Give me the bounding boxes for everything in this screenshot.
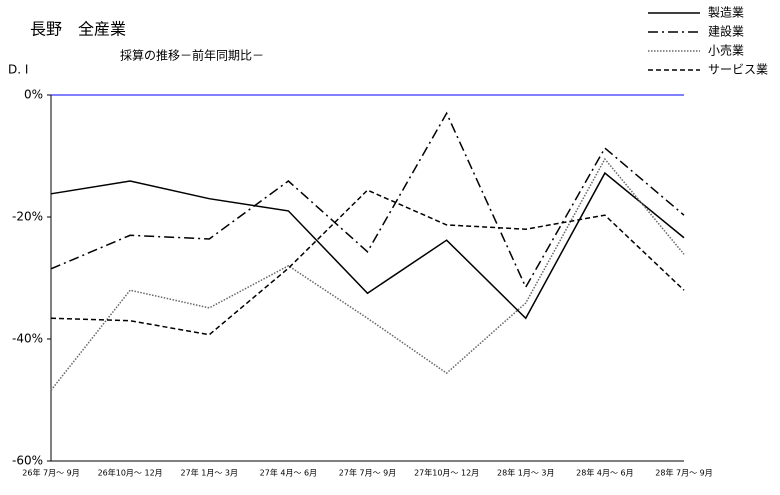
chart-subtitle: 採算の推移－前年同期比－ bbox=[120, 48, 264, 63]
series-line bbox=[50, 189, 685, 336]
chart-title: 長野 全産業 bbox=[30, 20, 126, 39]
legend-label: 建設業 bbox=[708, 24, 744, 39]
x-tick-label: 27年 4月～ 6月 bbox=[260, 468, 317, 478]
x-tick-label: 28年 1月～ 3月 bbox=[497, 468, 554, 478]
series-line bbox=[50, 157, 685, 391]
x-tick-label: 27年 1月～ 3月 bbox=[181, 468, 238, 478]
series-line bbox=[50, 171, 685, 320]
y-tick-label: -20% bbox=[12, 210, 43, 224]
y-tick-label: 0% bbox=[24, 88, 43, 102]
x-tick-label: 26年10月～ 12月 bbox=[98, 468, 163, 478]
x-tick-label: 28年 4月～ 6月 bbox=[576, 468, 633, 478]
y-tick-label: -40% bbox=[12, 332, 43, 346]
legend-label: 製造業 bbox=[708, 6, 744, 20]
y-axis-label: D. I bbox=[8, 63, 28, 77]
series-line bbox=[50, 111, 685, 289]
x-tick-label: 27年 7月～ 9月 bbox=[339, 468, 396, 478]
y-tick-label: -60% bbox=[12, 454, 43, 468]
legend-label: サービス業 bbox=[708, 63, 768, 77]
x-tick-label: 28年 7月～ 9月 bbox=[655, 468, 712, 478]
x-tick-label: 26年 7月～ 9月 bbox=[22, 468, 79, 478]
x-tick-label: 27年10月～ 12月 bbox=[414, 468, 479, 478]
legend-label: 小売業 bbox=[708, 43, 744, 58]
